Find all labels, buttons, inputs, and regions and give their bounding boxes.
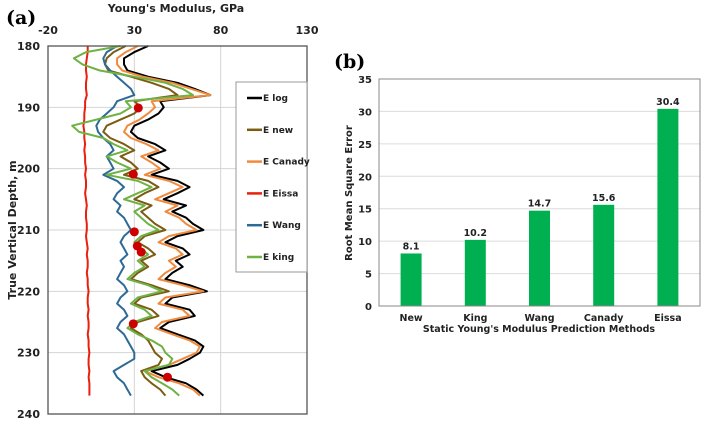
panel-a-ticks: -20 30 80 130 180 190 200 210 220 230 240 (17, 24, 319, 421)
x-category-label: Wang (524, 313, 554, 324)
x-tick-label: -20 (38, 24, 58, 37)
measured-point (128, 319, 138, 329)
panel-a-x-title: Young's Modulus, GPa (107, 2, 244, 15)
bar-value-label: 8.1 (403, 241, 420, 252)
measured-point (136, 247, 146, 257)
y-tick-label: 210 (17, 224, 40, 237)
bar-value-label: 14.7 (528, 199, 551, 210)
measured-point (133, 103, 143, 113)
y-tick-label: 220 (17, 285, 40, 298)
y-tick-label: 5 (365, 270, 372, 281)
bar-king (464, 239, 486, 306)
panel-a-points (128, 103, 172, 382)
y-tick-label: 180 (17, 40, 40, 53)
x-category-label: King (463, 313, 487, 324)
y-tick-label: 200 (17, 163, 40, 176)
legend-label: E Wang (263, 221, 301, 231)
legend-label: E king (263, 253, 294, 263)
legend-label: E Canady (263, 158, 310, 168)
x-category-label: New (400, 313, 423, 324)
x-tick-label: 30 (127, 24, 143, 37)
panel-b-ticks: 0 5 10 15 20 25 30 35 New King Wang Canady Eissa (358, 75, 682, 324)
series-line-e-log (123, 45, 212, 397)
bar-value-label: 30.4 (656, 97, 680, 108)
panel-b-y-title: Root Mean Square Error (344, 125, 355, 261)
bar-eissa (657, 108, 679, 306)
x-tick-label: 80 (213, 24, 229, 37)
measured-point (128, 169, 138, 179)
series-line-e-eissa (82, 46, 91, 396)
series-line-e-canady (116, 45, 212, 397)
series-line-e-king (71, 45, 194, 397)
panel-a-y-title: True Vertical Depth, m (6, 160, 19, 299)
legend-label: E log (263, 94, 288, 104)
x-tick-label: 130 (296, 24, 319, 37)
panel-a-label: (a) (6, 7, 36, 29)
panel-b-label: (b) (334, 51, 365, 73)
series-line-e-wang (95, 45, 136, 397)
bar-value-label: 10.2 (464, 228, 487, 239)
y-tick-label: 10 (358, 237, 372, 248)
y-tick-label: 35 (358, 75, 372, 86)
measured-point (129, 227, 139, 237)
measured-point (162, 372, 172, 382)
y-tick-label: 240 (17, 408, 40, 421)
legend-box (235, 81, 308, 273)
panel-a-series (71, 45, 212, 397)
panel-b-plot-border (378, 78, 701, 307)
panel-b-bars: 8.1 10.2 14.7 15.6 30.4 (400, 97, 680, 306)
bar-value-label: 15.6 (592, 193, 616, 204)
panel-a-legend: E log E new E Canady E Eissa E Wang E king (235, 81, 310, 273)
legend-label: E Eissa (263, 189, 298, 199)
x-category-label: Canady (584, 313, 624, 324)
y-tick-label: 25 (358, 140, 372, 151)
legend-label: E new (263, 126, 293, 136)
bar-new (400, 253, 422, 306)
y-tick-label: 190 (17, 101, 40, 114)
y-tick-label: 20 (358, 172, 372, 183)
y-tick-label: 30 (358, 107, 372, 118)
y-tick-label: 230 (17, 347, 40, 360)
panel-b-x-title: Static Young's Modulus Prediction Method… (423, 324, 655, 335)
y-tick-label: 15 (358, 205, 372, 216)
bar-wang (529, 210, 550, 306)
x-category-label: Eissa (654, 313, 681, 324)
bar-canady (593, 204, 615, 306)
y-tick-label: 0 (365, 302, 372, 313)
